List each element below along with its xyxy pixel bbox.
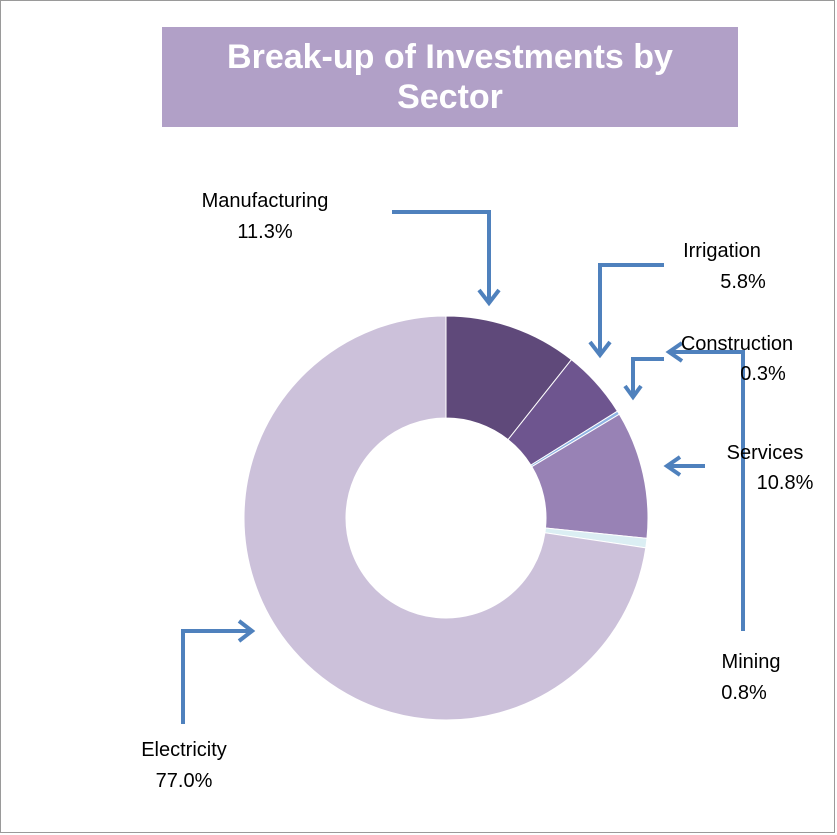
electricity-arrowhead xyxy=(237,619,256,643)
label-manufacturing-name: Manufacturing xyxy=(202,190,329,212)
label-electricity-value: 77.0% xyxy=(156,770,213,792)
mining-arrowhead xyxy=(665,341,684,363)
electricity-arrow xyxy=(181,629,252,724)
label-electricity-name: Electricity xyxy=(141,739,227,761)
label-construction-value: 0.3% xyxy=(740,363,786,385)
services-arrowhead xyxy=(663,455,682,477)
doughnut-slices xyxy=(243,315,649,721)
construction-arrow xyxy=(631,357,664,397)
slice-labels: Manufacturing 11.3% Irrigation 5.8% Cons… xyxy=(141,190,813,792)
label-mining-name: Mining xyxy=(722,651,781,673)
label-irrigation-value: 5.8% xyxy=(720,271,766,293)
construction-arrowhead xyxy=(623,384,643,401)
chart-title: Break-up of Investments by Sector xyxy=(227,38,673,116)
manufacturing-arrow xyxy=(392,210,491,303)
slice-electricity xyxy=(243,315,647,721)
label-irrigation-name: Irrigation xyxy=(683,240,761,262)
chart-title-box: Break-up of Investments by Sector xyxy=(162,27,738,127)
label-construction-name: Construction xyxy=(681,333,793,355)
leader-arrows xyxy=(181,210,745,724)
irrigation-arrow xyxy=(598,263,664,355)
mining-arrow xyxy=(671,350,745,631)
irrigation-arrowhead xyxy=(588,340,612,359)
label-services-name: Services xyxy=(727,442,804,464)
label-services-value: 10.8% xyxy=(757,472,814,494)
label-manufacturing-value: 11.3% xyxy=(237,221,292,243)
manufacturing-arrowhead xyxy=(477,288,501,307)
label-mining-value: 0.8% xyxy=(721,682,767,704)
